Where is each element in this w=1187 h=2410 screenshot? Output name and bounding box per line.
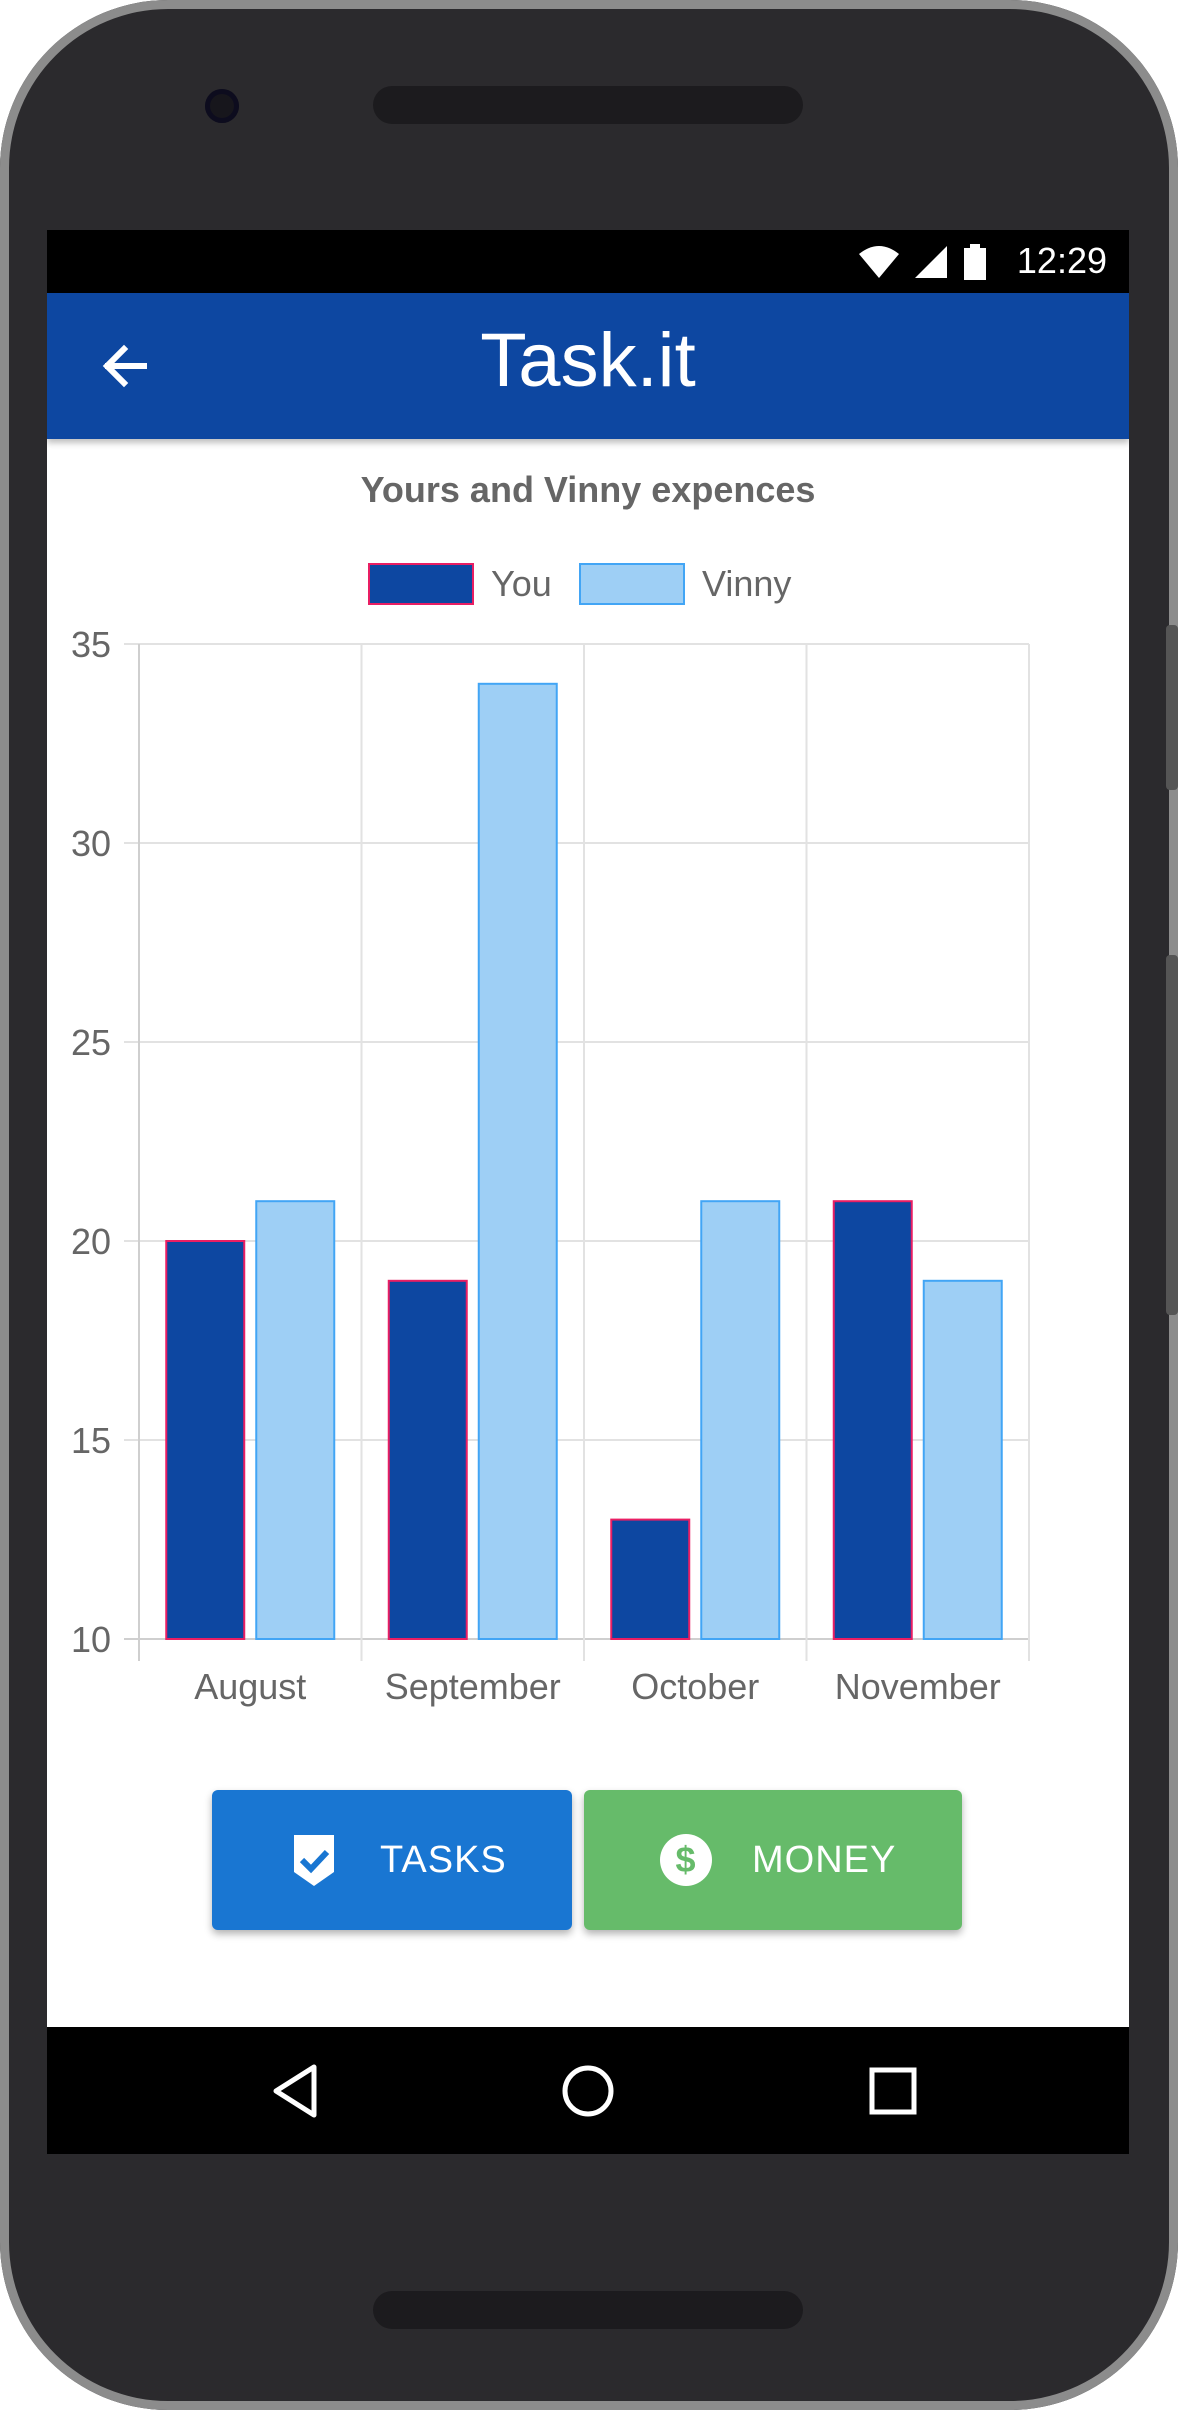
bar-you-august	[165, 1240, 246, 1640]
screen: 12:29 Task.it Yours and Vinny expences 1…	[47, 230, 1129, 2154]
legend-label-you: You	[491, 563, 552, 604]
nav-back-button[interactable]	[259, 2055, 331, 2127]
money-button-label: MONEY	[752, 1838, 897, 1881]
nav-recents-button[interactable]	[857, 2055, 929, 2127]
home-circle-icon	[562, 2065, 614, 2117]
y-tick-label: 35	[71, 624, 111, 665]
tasks-button[interactable]: TASKS	[212, 1790, 572, 1930]
front-camera	[205, 89, 239, 123]
y-tick-label: 20	[71, 1221, 111, 1262]
shield-check-icon	[284, 1830, 344, 1890]
bar-vinny-november	[922, 1279, 1003, 1640]
bar-vinny-september	[477, 682, 558, 1641]
bar-vinny-october	[700, 1200, 781, 1640]
bar-vinny-august	[255, 1200, 336, 1640]
legend-label-vinny: Vinny	[702, 563, 791, 604]
volume-button	[1166, 625, 1178, 790]
cell-signal-icon	[915, 246, 947, 278]
dollar-circle-icon: $	[656, 1830, 716, 1890]
back-triangle-icon	[273, 2064, 317, 2118]
chart-title: Yours and Vinny expences	[360, 469, 816, 510]
arrow-left-icon	[102, 344, 147, 388]
nav-home-button[interactable]	[552, 2055, 624, 2127]
x-tick-label: October	[631, 1666, 759, 1707]
y-tick-label: 10	[71, 1619, 111, 1660]
x-tick-label: November	[835, 1666, 1001, 1707]
bar-chart: 10 15 20 25 30 35 August September October Novemb…	[71, 563, 1030, 1707]
tasks-button-label: TASKS	[380, 1838, 507, 1881]
status-bar: 12:29	[47, 230, 1129, 293]
back-button[interactable]	[91, 333, 157, 399]
status-time: 12:29	[1016, 240, 1107, 281]
money-button[interactable]: $ MONEY	[584, 1790, 962, 1930]
navigation-bar	[47, 2027, 1129, 2154]
recents-square-icon	[869, 2067, 917, 2115]
app-bar: Task.it	[47, 293, 1129, 439]
wifi-icon	[859, 246, 899, 278]
expenses-chart: Yours and Vinny expences 10 15 20 25 30 35 Aug…	[47, 439, 1129, 1739]
y-tick-label: 25	[71, 1022, 111, 1063]
bar-you-november	[832, 1200, 913, 1640]
y-tick-label: 30	[71, 823, 111, 864]
y-tick-label: 15	[71, 1420, 111, 1461]
x-tick-label: August	[194, 1666, 306, 1707]
battery-icon	[964, 244, 986, 280]
power-button	[1166, 955, 1178, 1315]
app-title: Task.it	[480, 318, 696, 403]
legend-swatch-you	[368, 563, 474, 605]
legend-swatch-vinny	[579, 563, 685, 605]
bottom-speaker	[373, 2291, 803, 2329]
bar-you-september	[387, 1279, 468, 1640]
status-icons	[859, 244, 986, 280]
earpiece-speaker	[373, 86, 803, 124]
bar-you-october	[610, 1518, 691, 1640]
x-tick-label: September	[385, 1666, 561, 1707]
svg-text:$: $	[675, 1839, 696, 1880]
